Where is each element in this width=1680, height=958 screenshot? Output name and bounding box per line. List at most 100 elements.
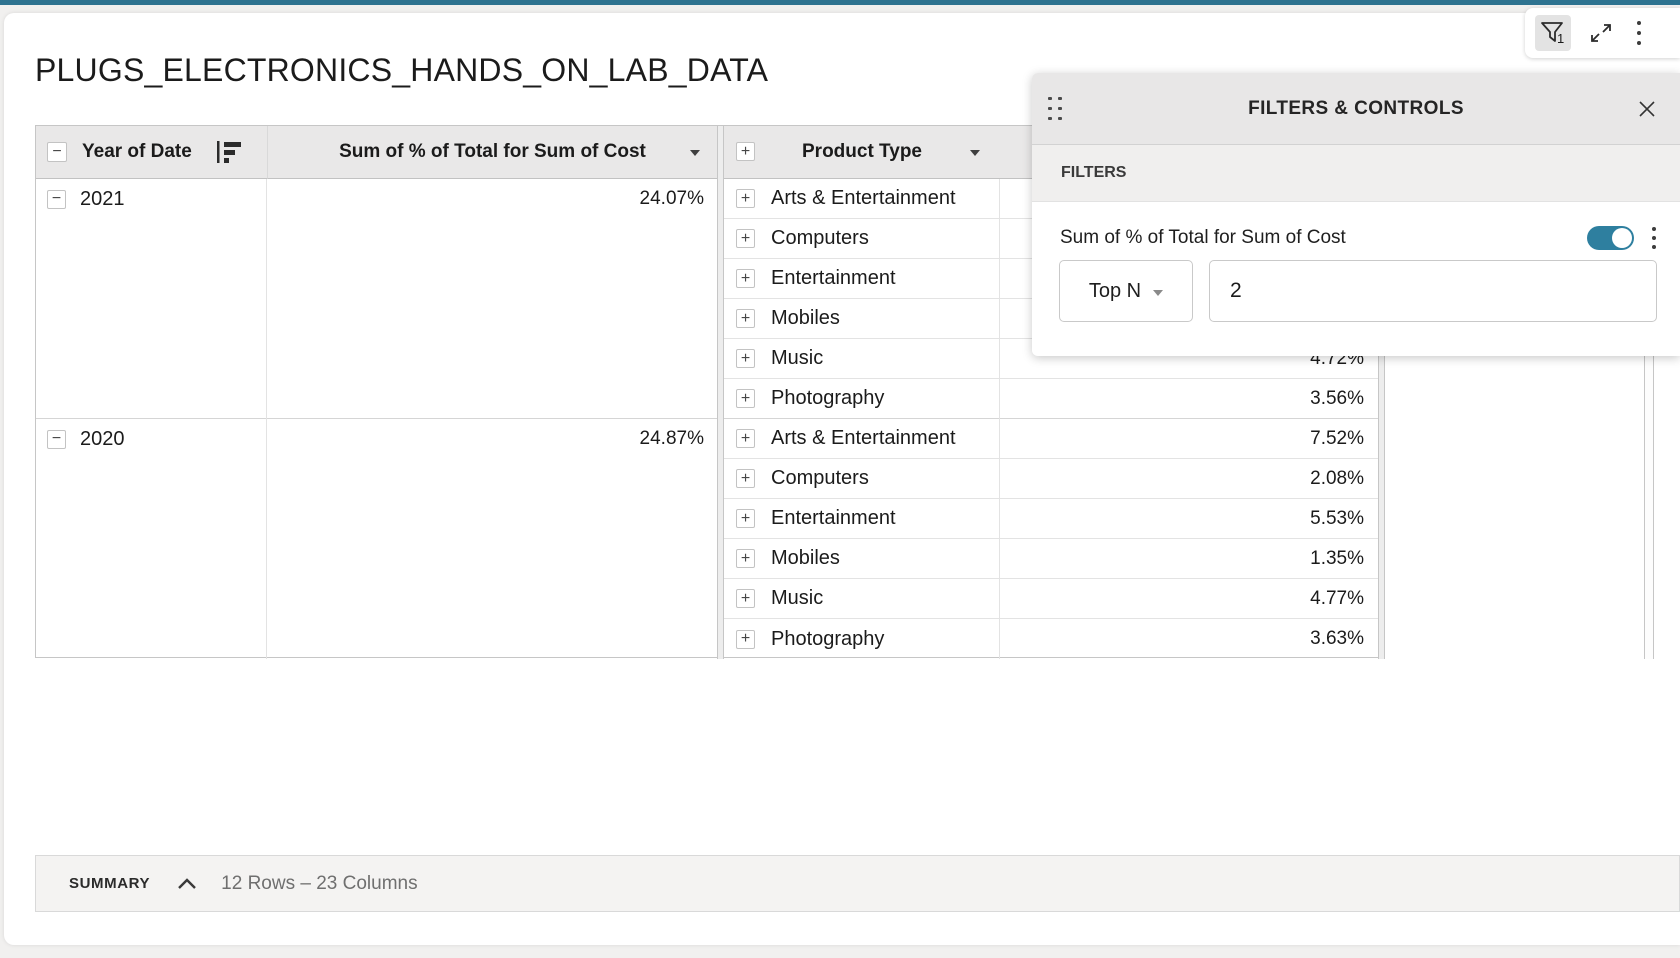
sort-descending-icon [215,140,243,164]
product-type-row: + Music [724,339,999,379]
percent-value: 3.63% [1310,628,1364,649]
percent-value: 2.08% [1310,467,1364,489]
column-header-measure[interactable]: Sum of % of Total for Sum of Cost [267,126,717,179]
expand-product-row-button[interactable]: + [736,189,755,208]
expand-product-row-button[interactable]: + [736,389,755,408]
column-group-separator [1378,126,1385,659]
top-n-value-input[interactable] [1209,260,1657,322]
panel-title: FILTERS & CONTROLS [1248,97,1464,119]
expand-product-row-button[interactable]: + [736,349,755,368]
value-cell: 3.63% [1000,619,1378,659]
drag-handle-icon[interactable] [1048,96,1062,121]
percent-value: 5.53% [1310,507,1364,529]
filter-operator-value: Top N [1088,279,1142,302]
collapse-year-column-button[interactable]: − [47,142,67,162]
column-menu-caret-icon[interactable] [970,150,980,156]
filter-button[interactable]: 1 [1535,15,1571,51]
collapse-year-row-button[interactable]: − [47,429,66,449]
element-toolbar: 1 [1525,8,1680,58]
vertical-scrollbar-track[interactable] [1644,126,1654,659]
expand-product-row-button[interactable]: + [736,229,755,248]
year-label: 2020 [80,427,125,450]
kebab-menu-icon[interactable] [1637,21,1641,45]
year-total-value: 24.87% [639,428,704,449]
value-cell: 3.56% [1000,379,1378,419]
column-header-measure-label: Sum of % of Total for Sum of Cost [339,141,646,162]
measure-column-body: 24.07% 24.87% [267,179,717,659]
value-cell: 2.08% [1000,459,1378,499]
panel-header: FILTERS & CONTROLS [1032,73,1680,145]
filters-section-header: FILTERS [1032,145,1680,202]
value-cell: 5.53% [1000,499,1378,539]
collapse-year-row-button[interactable]: − [47,189,66,209]
close-icon[interactable] [1638,100,1656,118]
year-group-cell: −2020 [36,419,266,659]
chevron-up-icon[interactable] [176,877,198,891]
column-header-year[interactable]: − Year of Date [36,126,267,179]
accent-top-bar [0,0,1680,5]
expand-product-row-button[interactable]: + [736,269,755,288]
filter-count-badge: 1 [1557,31,1564,46]
product-type-label: Entertainment [771,267,896,289]
percent-value: 1.35% [1310,547,1364,569]
filter-kebab-menu-icon[interactable] [1652,227,1656,249]
year-total-cell: 24.07% [267,179,717,419]
expand-product-row-button[interactable]: + [736,589,755,608]
filters-controls-panel: FILTERS & CONTROLS FILTERS Sum of % of T… [1032,73,1680,356]
product-type-label: Computers [771,227,869,249]
product-type-row: + Photography [724,619,999,659]
product-type-label: Photography [771,387,885,409]
product-column-body: + Arts & Entertainment + Computers + Entertai… [724,179,1000,659]
summary-label: SUMMARY [69,875,151,892]
expand-product-row-button[interactable]: + [736,309,755,328]
filter-operator-dropdown[interactable]: Top N [1059,260,1193,322]
product-type-row: + Entertainment [724,259,999,299]
filter-toggle[interactable] [1587,226,1634,250]
column-group-separator [717,126,724,659]
panel-body: Sum of % of Total for Sum of Cost Top N [1032,202,1680,355]
filter-row: Sum of % of Total for Sum of Cost [1060,216,1656,260]
filter-controls-row: Top N [1059,260,1657,322]
product-type-row: + Computers [724,219,999,259]
product-type-label: Mobiles [771,547,840,569]
value-cell: 1.35% [1000,539,1378,579]
product-type-label: Computers [771,467,869,489]
product-type-row: + Mobiles [724,299,999,339]
expand-product-row-button[interactable]: + [736,469,755,488]
expand-product-row-button[interactable]: + [736,629,755,649]
expand-product-column-button[interactable]: + [736,142,755,161]
filters-section-label: FILTERS [1061,164,1127,181]
column-header-year-label: Year of Date [82,141,192,162]
year-total-cell: 24.87% [267,419,717,659]
year-total-value: 24.07% [639,188,704,209]
expand-icon[interactable] [1587,19,1615,47]
product-type-row: + Arts & Entertainment [724,179,999,219]
expand-product-row-button[interactable]: + [736,549,755,568]
product-type-row: + Photography [724,379,999,419]
product-type-row: + Entertainment [724,499,999,539]
column-header-product[interactable]: + Product Type [724,126,1000,179]
year-column-body: −2021−2020 [36,179,267,659]
column-header-product-label: Product Type [802,141,922,162]
page-title: PLUGS_ELECTRONICS_HANDS_ON_LAB_DATA [35,52,769,88]
product-type-label: Arts & Entertainment [771,427,956,449]
chevron-down-icon [1153,289,1164,296]
value-column-body: 4.72% 3.56% 7.52% 2.08% 5.53% 1.35% 4.77% 3.63% [1000,179,1378,659]
filter-name: Sum of % of Total for Sum of Cost [1060,227,1346,248]
summary-bar[interactable]: SUMMARY 12 Rows – 23 Columns [35,855,1680,912]
year-label: 2021 [80,187,125,210]
product-type-row: + Computers [724,459,999,499]
column-menu-caret-icon[interactable] [690,150,700,156]
product-type-label: Entertainment [771,507,896,529]
product-type-row: + Mobiles [724,539,999,579]
product-type-label: Music [771,587,824,609]
product-type-label: Arts & Entertainment [771,187,956,209]
percent-value: 4.77% [1310,587,1364,609]
expand-product-row-button[interactable]: + [736,429,755,448]
summary-row-column-count: 12 Rows – 23 Columns [221,872,418,894]
expand-product-row-button[interactable]: + [736,509,755,528]
percent-value: 3.56% [1310,387,1364,409]
percent-value: 7.52% [1310,427,1364,449]
product-type-row: + Arts & Entertainment [724,419,999,459]
